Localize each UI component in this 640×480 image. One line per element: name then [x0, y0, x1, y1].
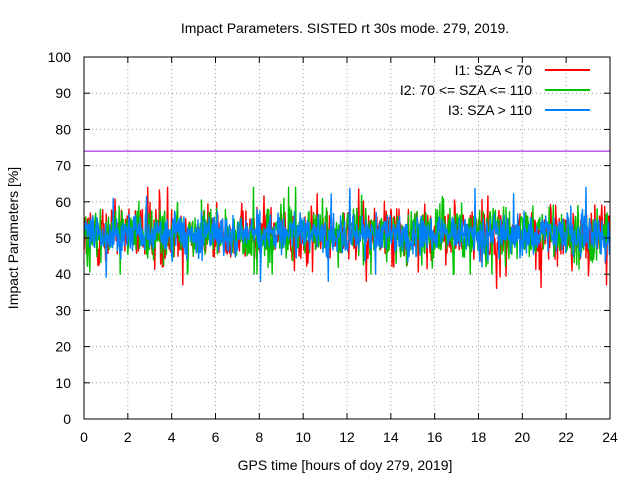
x-tick-label: 8: [255, 429, 263, 445]
series-layer: [83, 186, 611, 290]
x-tick-label: 14: [383, 429, 399, 445]
y-tick-label: 0: [63, 411, 71, 427]
legend-label: I2: 70 <= SZA <= 110: [400, 82, 532, 98]
x-tick-label: 22: [558, 429, 574, 445]
x-tick-label: 0: [80, 429, 88, 445]
chart-title: Impact Parameters. SISTED rt 30s mode. 2…: [181, 20, 509, 36]
x-tick-label: 4: [168, 429, 176, 445]
axis-ticks: 0 2 4 6 8 10 12 14 16 18 20 22 240102030405060708090…: [48, 49, 618, 445]
x-tick-label: 6: [212, 429, 220, 445]
y-tick-label: 50: [55, 230, 71, 246]
y-tick-label: 40: [55, 266, 71, 282]
legend: I1: SZA < 70 I2: 70 <= SZA <= 110 I3: SZA …: [400, 62, 590, 118]
y-tick-label: 60: [55, 194, 71, 210]
y-axis-label: Impact Parameters [%]: [5, 167, 21, 309]
y-tick-label: 30: [55, 302, 71, 318]
y-tick-label: 70: [55, 158, 71, 174]
legend-label: I3: SZA > 110: [448, 102, 532, 118]
series-line-3: [83, 186, 611, 283]
x-axis-label: GPS time [hours of doy 279, 2019]: [238, 457, 453, 473]
x-tick-label: 18: [471, 429, 487, 445]
x-tick-label: 16: [427, 429, 443, 445]
legend-label: I1: SZA < 70: [455, 62, 533, 78]
x-tick-label: 20: [515, 429, 531, 445]
x-tick-label: 12: [339, 429, 355, 445]
y-tick-label: 20: [55, 339, 71, 355]
series-line-2: [83, 186, 611, 275]
x-tick-label: 10: [295, 429, 311, 445]
y-tick-label: 10: [55, 375, 71, 391]
y-tick-label: 80: [55, 121, 71, 137]
x-tick-label: 24: [602, 429, 618, 445]
x-tick-label: 2: [124, 429, 132, 445]
y-tick-label: 100: [48, 49, 72, 65]
y-tick-label: 90: [55, 85, 71, 101]
